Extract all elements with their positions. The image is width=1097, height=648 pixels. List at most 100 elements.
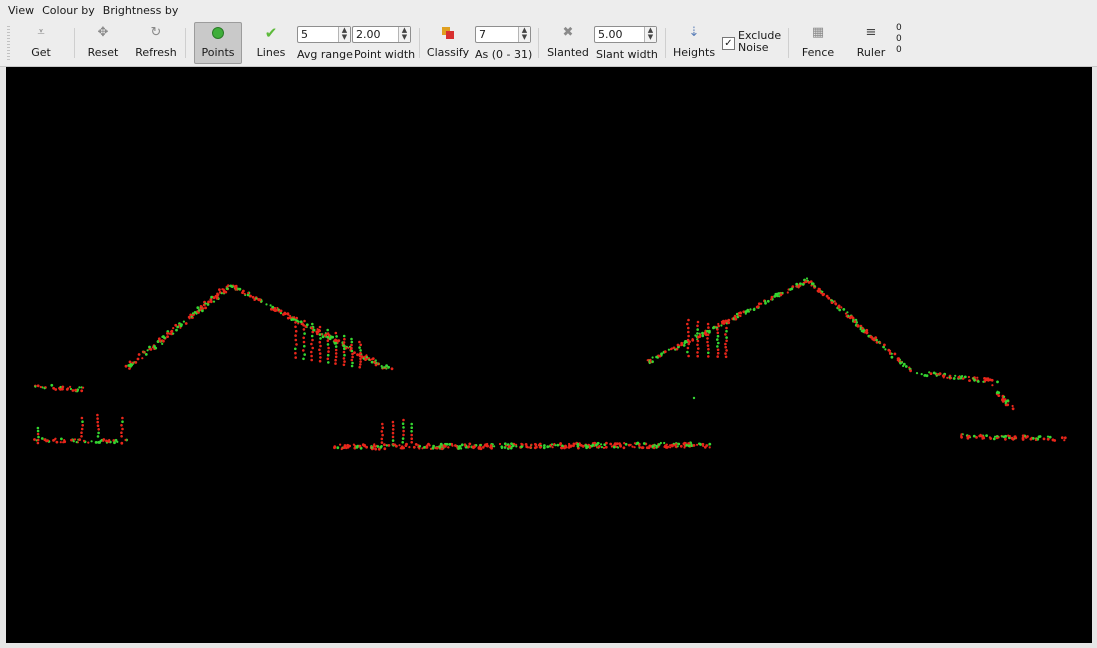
fence-button[interactable]: ▦ Fence [800,23,836,63]
point [136,357,140,361]
point [584,444,588,447]
point [887,348,891,352]
exclude-noise-checkbox[interactable]: ✓ [722,37,735,50]
point [859,326,862,329]
menu-brightness-by[interactable]: Brightness by [102,3,179,17]
spin-arrows-icon[interactable]: ▲ ▼ [518,27,530,42]
point [904,365,908,368]
point [686,346,690,350]
point [638,444,641,447]
point [1053,439,1057,442]
slanted-button[interactable]: ✖ Slanted [546,23,590,63]
lines-button[interactable]: ✔ Lines [254,23,288,63]
point [120,435,123,438]
point [525,445,529,449]
point [73,438,77,441]
point [882,345,885,349]
menu-view[interactable]: View [8,3,35,17]
point [739,311,742,315]
classify-label: Classify [426,46,470,59]
classify-as-spinbox[interactable]: 7 ▲ ▼ [475,26,531,43]
point [865,328,869,332]
point [374,445,377,448]
point [78,386,81,389]
point [515,443,518,446]
heights-button[interactable]: ⇣ Heights [672,23,716,63]
point [651,444,655,448]
point [786,291,789,294]
point [310,354,313,358]
point [337,339,341,342]
point [795,285,798,288]
reset-button[interactable]: ✥ Reset [86,23,120,63]
point [716,351,720,355]
point [334,345,338,348]
point [655,355,658,359]
toolbar-separator [419,28,420,58]
point [791,285,795,289]
point [498,442,502,446]
points-button[interactable]: Points [194,22,242,64]
point [128,360,132,364]
point [669,446,672,449]
point [686,350,689,354]
point [391,439,395,442]
point [302,357,305,361]
point [682,344,686,347]
point [59,385,62,389]
point [692,444,695,447]
point [616,446,620,449]
point [669,348,673,351]
point [701,334,705,338]
point [402,433,405,437]
point [161,342,164,345]
avg-range-spinbox[interactable]: 5 ▲ ▼ [297,26,351,43]
spin-arrows-icon[interactable]: ▲ ▼ [644,27,656,42]
point [460,443,464,447]
point [431,446,435,450]
point [97,431,100,435]
point [81,420,84,424]
coordinate-readout: 0 0 0 [896,23,902,56]
point [716,334,720,338]
point-width-spinbox[interactable]: 2.00 ▲ ▼ [352,26,411,43]
point [303,319,306,323]
point [179,326,182,329]
point [387,444,391,447]
point [179,324,183,328]
point-cloud-view[interactable] [6,67,1092,643]
point [188,317,191,320]
point [875,340,879,344]
point [124,438,127,442]
point [202,307,205,310]
point [90,440,93,443]
point [387,365,390,369]
point [326,339,330,343]
point [942,374,946,378]
point [687,442,690,445]
point [948,376,951,379]
point [401,441,405,444]
toolbar-grip[interactable] [7,26,10,60]
menu-colour-by[interactable]: Colour by [42,3,95,17]
point [197,309,200,312]
point [184,322,188,325]
point [295,316,299,320]
point [706,340,709,344]
exclude-noise-label-line1: Exclude [738,29,782,42]
get-button[interactable]: ⩡ Get [26,23,56,63]
point [716,345,719,348]
point [717,341,720,345]
point [410,430,413,433]
point [227,284,230,287]
ruler-button[interactable]: ≡ Ruler [854,23,888,63]
point [391,435,395,439]
slant-width-spinbox[interactable]: 5.00 ▲ ▼ [594,26,657,43]
point [696,354,699,358]
classify-button[interactable]: Classify [426,23,470,63]
refresh-button[interactable]: ↻ Refresh [134,23,178,63]
spin-arrows-icon[interactable]: ▲ ▼ [398,27,410,42]
point [238,287,242,291]
spin-arrows-icon[interactable]: ▲ ▼ [338,27,350,42]
point [265,303,268,306]
